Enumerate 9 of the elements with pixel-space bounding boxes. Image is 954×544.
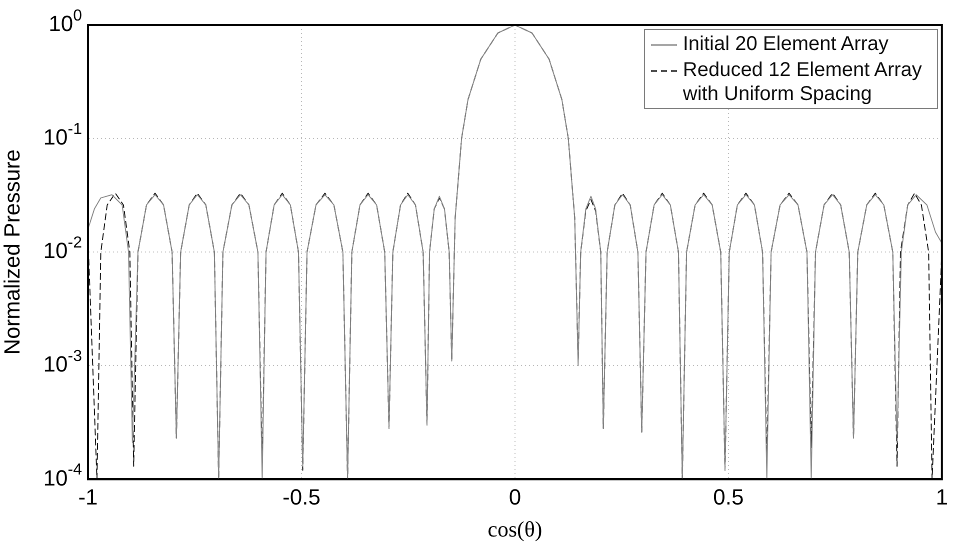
x-axis-title: cos(θ): [488, 516, 542, 542]
x-tick-label: 0.5: [713, 484, 744, 510]
y-axis-title: Normalized Pressure: [0, 149, 24, 355]
x-tick-label: -0.5: [282, 484, 320, 510]
legend-label: Initial 20 Element Array: [682, 32, 890, 56]
x-tick-label: 0: [508, 484, 522, 510]
x-tick-label: -1: [78, 484, 98, 510]
x-tick-label: 1: [936, 484, 948, 510]
legend-label: Reduced 12 Element Array with Uniform Spacing: [682, 58, 923, 106]
